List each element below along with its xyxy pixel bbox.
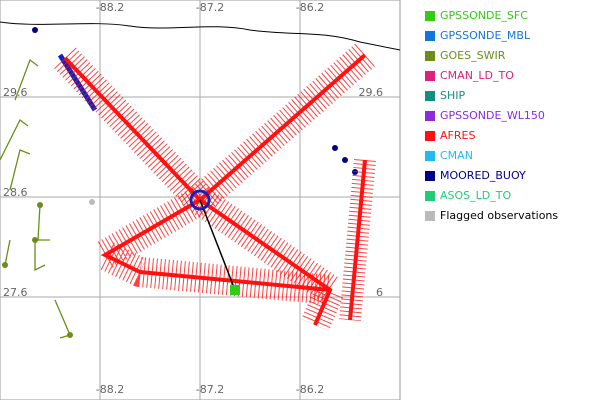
legend-swatch [425,131,435,141]
grid-label: 29.6 [3,86,28,99]
legend-label: MOORED_BUOY [440,169,526,182]
grid-label: 29.6 [359,86,384,99]
legend-swatch [425,151,435,161]
coastline [0,21,401,51]
grid-label: -88.2 [96,1,124,14]
legend-label: AFRES [440,129,475,142]
sonde-surface [230,285,240,295]
legend-swatch [425,91,435,101]
legend-label: ASOS_LD_TO [440,189,511,202]
legend-swatch [425,211,435,221]
legend-label: Flagged observations [440,209,558,222]
legend-label: GPSSONDE_WL150 [440,109,545,122]
legend-swatch [425,71,435,81]
legend: GPSSONDE_SFC GPSSONDE_MBL GOES_SWIR CMAN_LD… [425,9,558,222]
legend-label: CMAN [440,149,473,162]
grid-label: -87.2 [196,1,224,14]
grid-label: 28.6 [3,186,28,199]
grid-label: 6 [376,286,383,299]
grid-label: -86.2 [296,1,324,14]
legend-swatch [425,111,435,121]
grid-label: 27.6 [3,286,28,299]
legend-swatch [425,31,435,41]
legend-swatch [425,171,435,181]
legend-label: GPSSONDE_MBL [440,29,531,42]
grid-labels: -88.2 -87.2 -86.2 -88.2 -87.2 -86.2 29.6 28.6 27… [3,1,383,396]
legend-swatch [425,11,435,21]
flight-tracks [54,43,376,331]
sonde-launch [189,189,211,211]
legend-swatch [425,191,435,201]
grid [0,0,400,400]
legend-label: GPSSONDE_SFC [440,9,528,22]
legend-label: CMAN_LD_TO [440,69,514,82]
legend-label: SHIP [440,89,465,102]
grid-label: -87.2 [196,383,224,396]
grid-label: -86.2 [296,383,324,396]
blue-track [57,53,98,112]
grid-label: -88.2 [96,383,124,396]
legend-swatch [425,51,435,61]
legend-label: GOES_SWIR [440,49,506,62]
sonde-track [199,199,236,291]
